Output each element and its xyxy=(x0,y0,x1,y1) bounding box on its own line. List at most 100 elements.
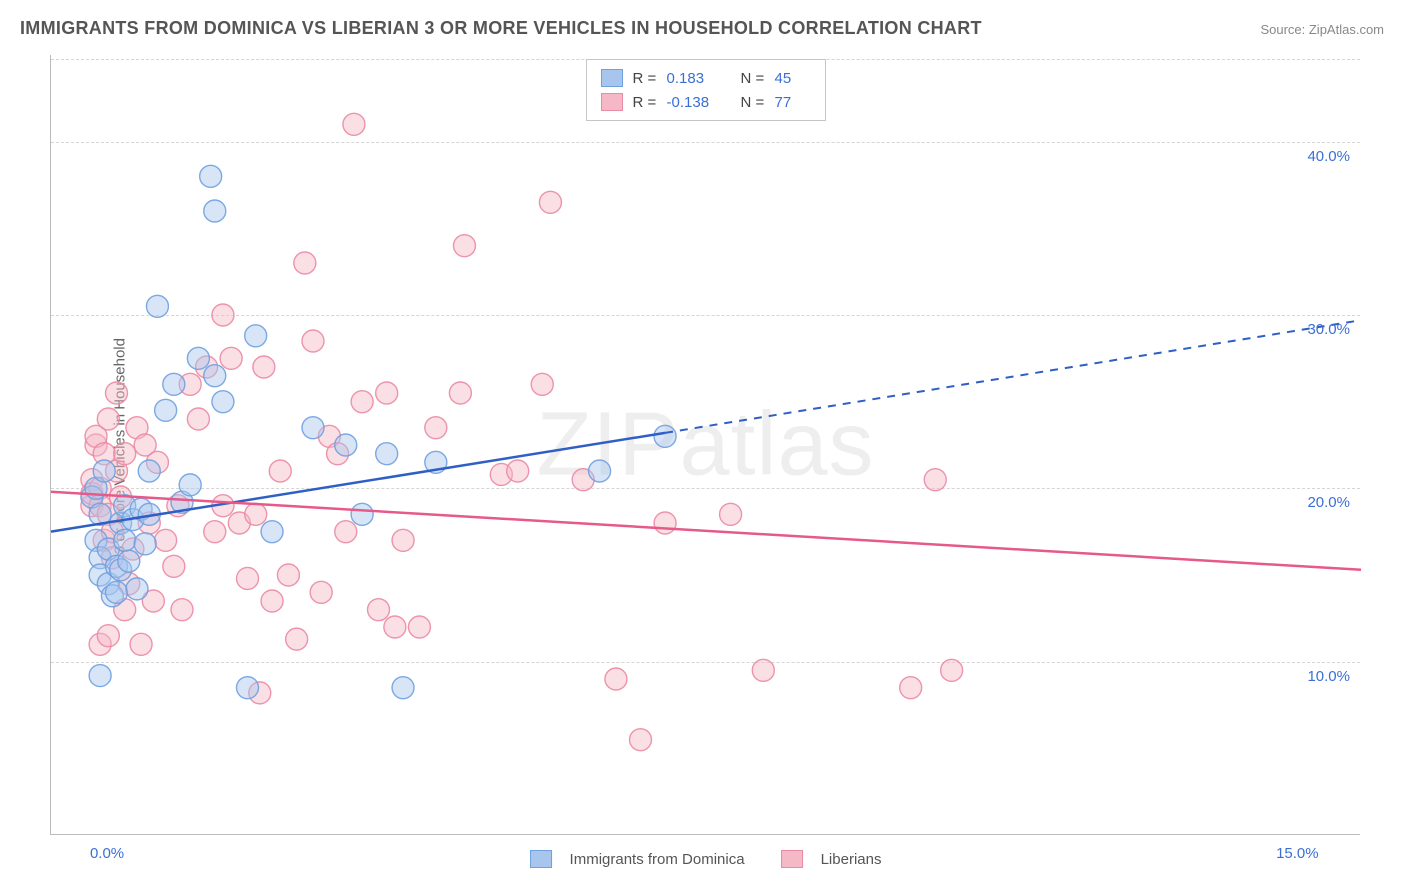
scatter-point xyxy=(93,460,115,482)
scatter-point xyxy=(654,425,676,447)
y-tick-label: 30.0% xyxy=(1307,321,1350,338)
swatch-liberians xyxy=(601,93,623,111)
scatter-point xyxy=(376,443,398,465)
swatch-dominica xyxy=(601,69,623,87)
swatch-dominica xyxy=(530,850,552,868)
scatter-point xyxy=(752,659,774,681)
scatter-point xyxy=(237,567,259,589)
scatter-point xyxy=(89,665,111,687)
scatter-point xyxy=(261,590,283,612)
scatter-point xyxy=(106,382,128,404)
scatter-point xyxy=(114,529,136,551)
scatter-point xyxy=(351,503,373,525)
scatter-point xyxy=(114,443,136,465)
scatter-point xyxy=(310,581,332,603)
scatter-point xyxy=(261,521,283,543)
scatter-point xyxy=(200,165,222,187)
scatter-point xyxy=(507,460,529,482)
scatter-plot-svg xyxy=(51,55,1360,834)
correlation-legend: R = 0.183 N = 45 R = -0.138 N = 77 xyxy=(586,59,826,121)
scatter-point xyxy=(97,408,119,430)
scatter-point xyxy=(179,474,201,496)
scatter-point xyxy=(118,550,140,572)
scatter-point xyxy=(220,347,242,369)
scatter-point xyxy=(924,469,946,491)
scatter-point xyxy=(106,581,128,603)
plot-area: ZIPatlas R = 0.183 N = 45 R = -0.138 N =… xyxy=(50,55,1360,835)
scatter-point xyxy=(171,599,193,621)
scatter-point xyxy=(204,200,226,222)
scatter-point xyxy=(302,330,324,352)
scatter-point xyxy=(163,373,185,395)
scatter-point xyxy=(343,113,365,135)
scatter-point xyxy=(941,659,963,681)
scatter-point xyxy=(335,434,357,456)
scatter-point xyxy=(245,325,267,347)
scatter-point xyxy=(351,391,373,413)
scatter-point xyxy=(97,625,119,647)
chart-container: IMMIGRANTS FROM DOMINICA VS LIBERIAN 3 O… xyxy=(0,0,1406,892)
scatter-point xyxy=(605,668,627,690)
scatter-point xyxy=(155,399,177,421)
r-value-liberians: -0.138 xyxy=(667,94,731,111)
r-label: R = xyxy=(633,70,667,87)
scatter-point xyxy=(187,347,209,369)
scatter-point xyxy=(146,295,168,317)
scatter-point xyxy=(204,521,226,543)
y-tick-label: 40.0% xyxy=(1307,148,1350,165)
n-value-dominica: 45 xyxy=(775,70,811,87)
scatter-point xyxy=(384,616,406,638)
regression-line-dashed xyxy=(665,320,1361,433)
y-tick-label: 10.0% xyxy=(1307,668,1350,685)
scatter-point xyxy=(245,503,267,525)
scatter-point xyxy=(720,503,742,525)
scatter-point xyxy=(368,599,390,621)
scatter-point xyxy=(277,564,299,586)
scatter-point xyxy=(212,391,234,413)
scatter-point xyxy=(163,555,185,577)
scatter-point xyxy=(449,382,471,404)
scatter-point xyxy=(253,356,275,378)
x-tick-label: 15.0% xyxy=(1276,845,1319,862)
scatter-point xyxy=(204,365,226,387)
swatch-liberians xyxy=(781,850,803,868)
legend-row-liberians: R = -0.138 N = 77 xyxy=(601,90,811,114)
scatter-point xyxy=(392,677,414,699)
scatter-point xyxy=(286,628,308,650)
scatter-point xyxy=(531,373,553,395)
scatter-point xyxy=(187,408,209,430)
scatter-point xyxy=(302,417,324,439)
scatter-point xyxy=(392,529,414,551)
scatter-point xyxy=(269,460,291,482)
chart-title: IMMIGRANTS FROM DOMINICA VS LIBERIAN 3 O… xyxy=(20,18,982,39)
scatter-point xyxy=(630,729,652,751)
scatter-point xyxy=(138,460,160,482)
n-label: N = xyxy=(741,94,775,111)
r-label: R = xyxy=(633,94,667,111)
scatter-point xyxy=(126,578,148,600)
legend-label-dominica: Immigrants from Dominica xyxy=(570,851,745,868)
n-value-liberians: 77 xyxy=(775,94,811,111)
source-attribution: Source: ZipAtlas.com xyxy=(1260,22,1384,37)
legend-row-dominica: R = 0.183 N = 45 xyxy=(601,66,811,90)
legend-label-liberians: Liberians xyxy=(821,851,882,868)
scatter-point xyxy=(335,521,357,543)
n-label: N = xyxy=(741,70,775,87)
legend-item-dominica: Immigrants from Dominica xyxy=(530,850,745,868)
scatter-point xyxy=(237,677,259,699)
scatter-point xyxy=(654,512,676,534)
series-legend: Immigrants from Dominica Liberians xyxy=(530,850,882,868)
scatter-point xyxy=(900,677,922,699)
legend-item-liberians: Liberians xyxy=(781,850,882,868)
scatter-point xyxy=(212,304,234,326)
scatter-point xyxy=(453,235,475,257)
y-tick-label: 20.0% xyxy=(1307,494,1350,511)
scatter-point xyxy=(408,616,430,638)
scatter-point xyxy=(294,252,316,274)
x-tick-label: 0.0% xyxy=(90,845,124,862)
scatter-point xyxy=(134,533,156,555)
r-value-dominica: 0.183 xyxy=(667,70,731,87)
scatter-point xyxy=(376,382,398,404)
scatter-point xyxy=(539,191,561,213)
scatter-point xyxy=(130,633,152,655)
